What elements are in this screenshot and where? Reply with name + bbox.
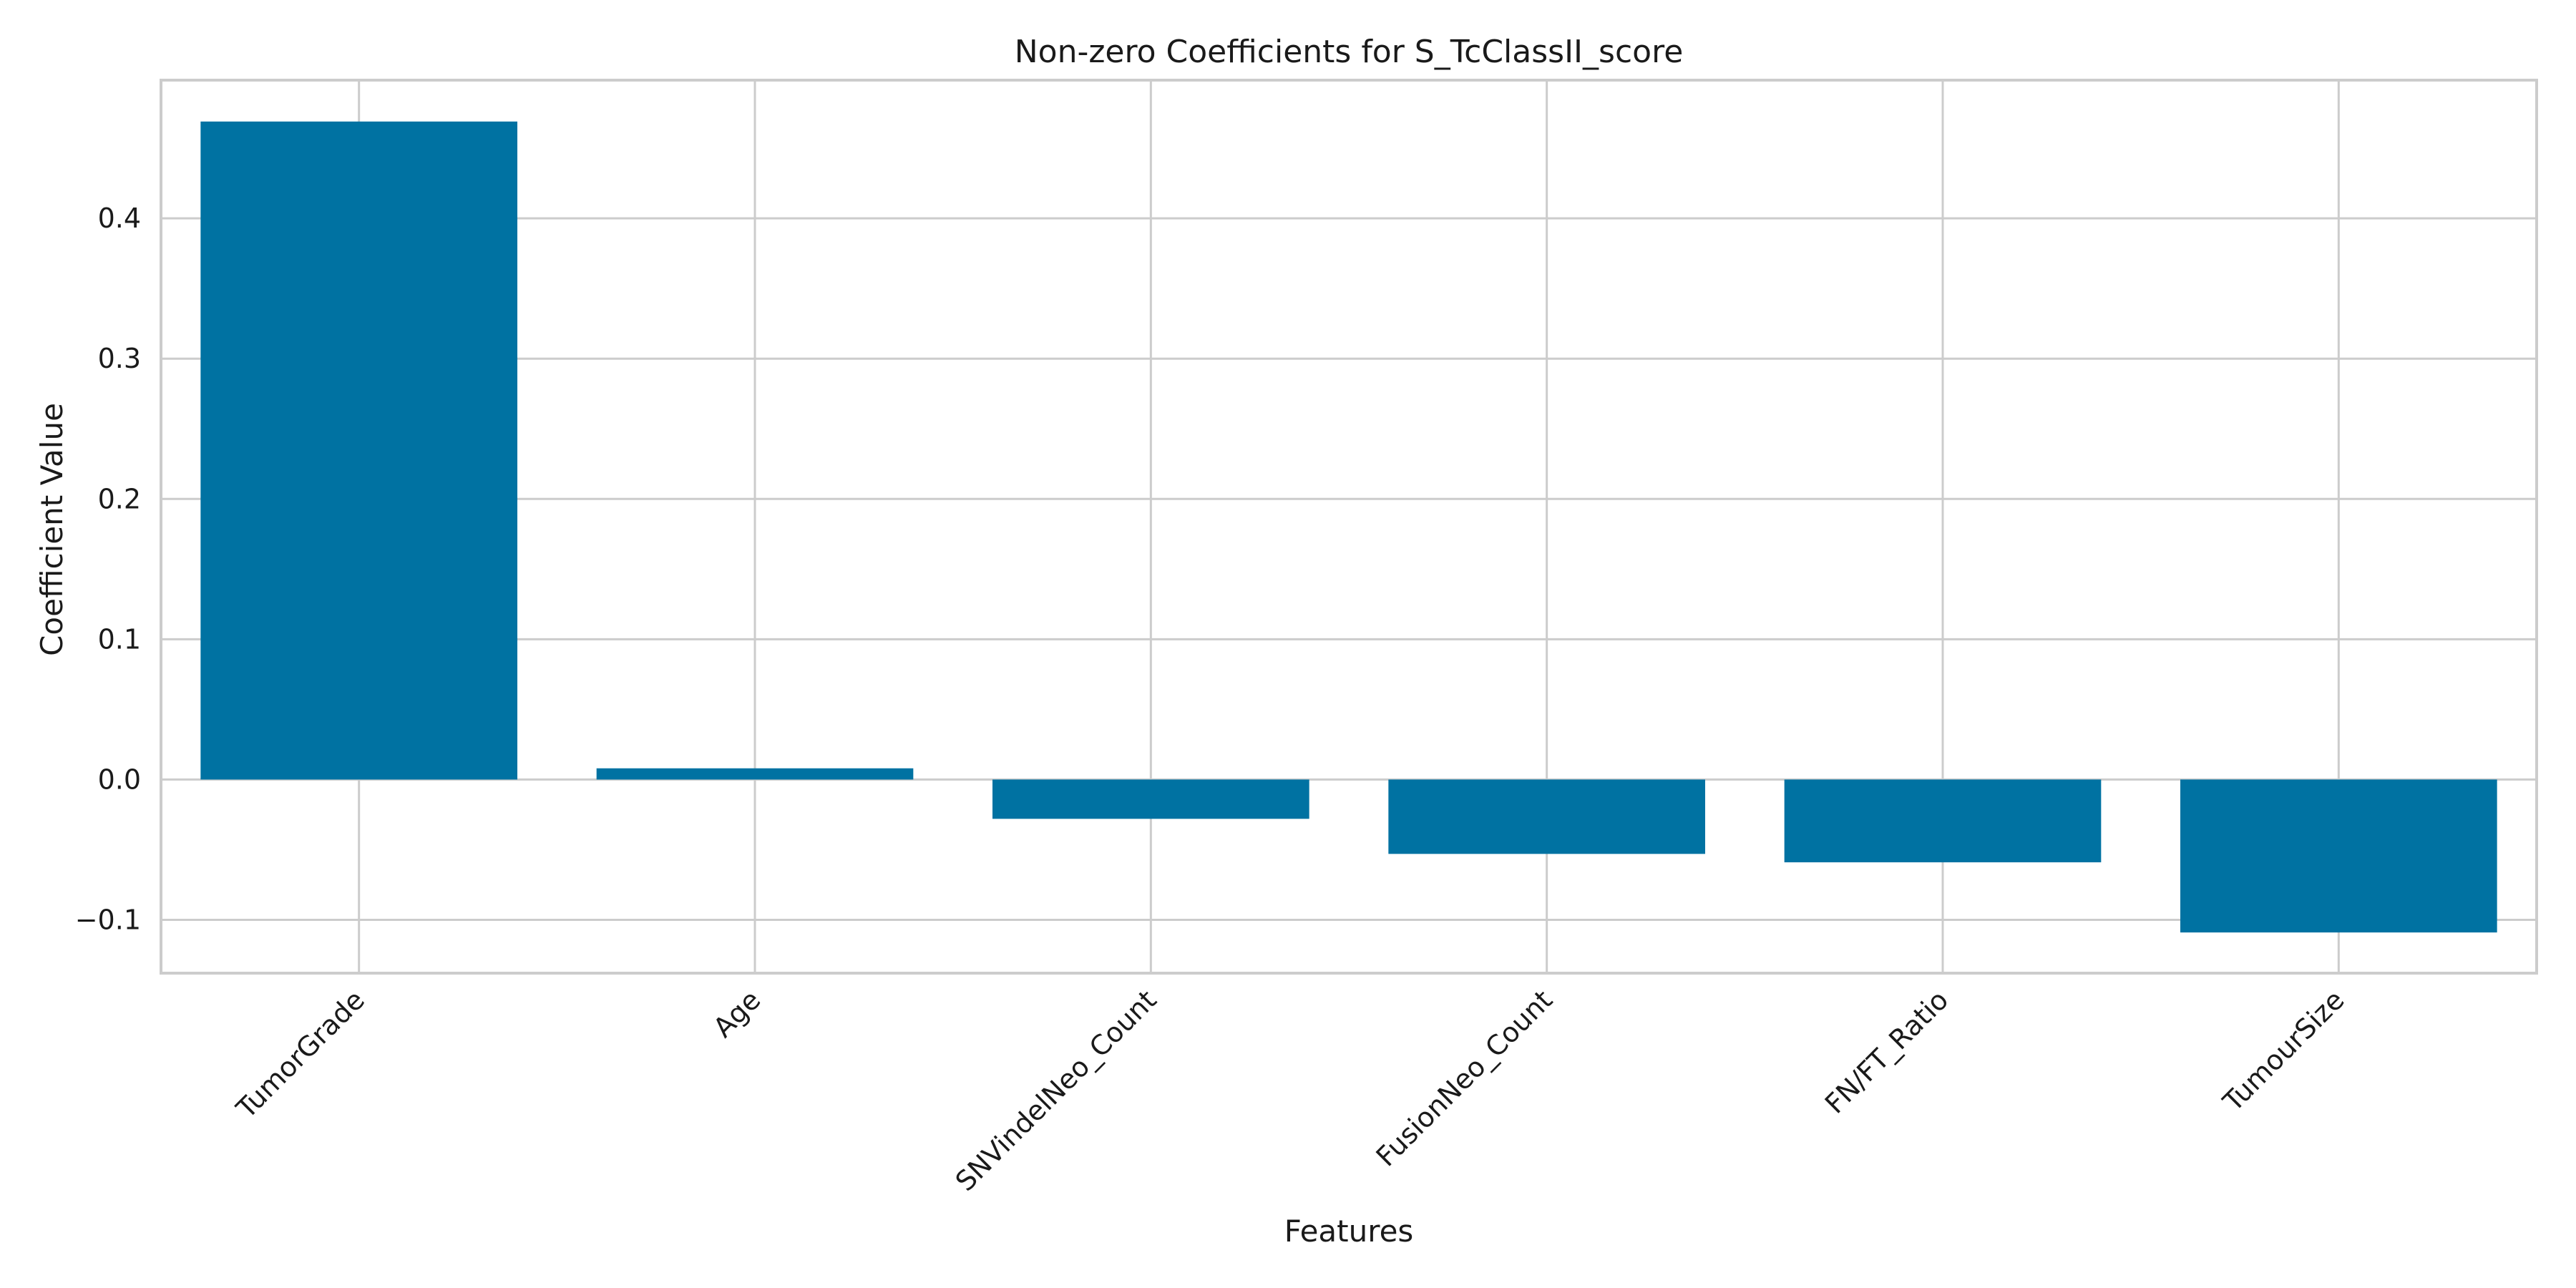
bars: [200, 121, 2497, 933]
bar-tumoursize: [2180, 779, 2497, 933]
x-axis-label: Features: [1284, 1214, 1414, 1249]
bar-fn-ft-ratio: [1784, 779, 2102, 863]
bar-tumorgrade: [200, 121, 517, 780]
y-tick-label: −0.1: [75, 904, 141, 935]
y-tick-label: 0.2: [98, 483, 141, 514]
bar-snvindelneo-count: [992, 779, 1309, 819]
chart-title: Non-zero Coefficients for S_TcClassII_sc…: [1015, 34, 1684, 70]
y-tick-label: 0.4: [98, 203, 141, 234]
bar-fusionneo-count: [1388, 779, 1705, 854]
y-axis-tick-labels: −0.1 0.0 0.1 0.2 0.3 0.4: [75, 203, 141, 935]
y-axis-label: Coefficient Value: [34, 403, 69, 656]
plot-area-frame: [160, 79, 2538, 975]
y-tick-label: 0.1: [98, 623, 141, 655]
y-tick-label: 0.0: [98, 763, 141, 795]
y-tick-label: 0.3: [98, 343, 141, 374]
bar-age: [596, 768, 914, 780]
